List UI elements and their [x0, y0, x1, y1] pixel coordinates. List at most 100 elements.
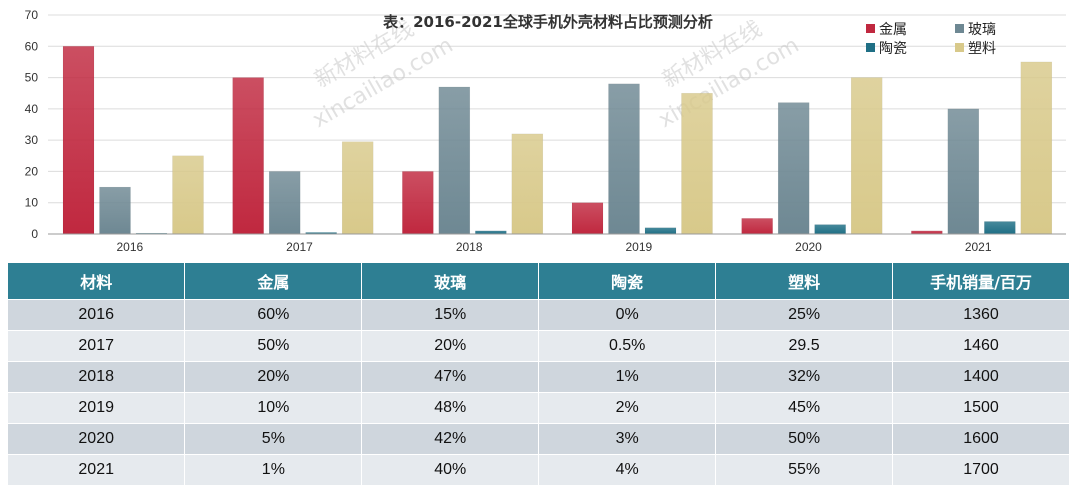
bar-2021-series-3 [1020, 61, 1053, 235]
cell-ceramic: 4% [538, 454, 717, 485]
cell-metal: 5% [184, 423, 363, 455]
cell-glass: 47% [361, 361, 540, 393]
y-tick-label: 50 [25, 71, 39, 85]
y-tick-label: 10 [25, 196, 39, 210]
bar-2019-series-3 [681, 92, 713, 235]
legend-swatch-ceramic [866, 43, 875, 52]
cell-ceramic: 1% [538, 361, 717, 393]
cell-sales: 1500 [892, 392, 1070, 424]
cell-plastic: 45% [715, 392, 894, 424]
cell-year: 2020 [8, 423, 186, 455]
legend-label-glass: 玻璃 [968, 21, 996, 38]
table-row: 2021 1% 40% 4% 55% 1700 [8, 454, 1070, 485]
cell-ceramic: 0% [538, 299, 717, 331]
legend-swatch-plastic [955, 43, 964, 52]
bars [62, 46, 1053, 235]
bar-2017-series-1 [268, 171, 301, 235]
bar-2019-series-1 [608, 83, 640, 235]
y-tick-label: 40 [25, 102, 39, 116]
header-plastic: 塑料 [715, 263, 894, 300]
y-tick-label: 70 [25, 8, 39, 22]
bar-2018-series-0 [402, 171, 434, 235]
y-tick-label: 60 [25, 39, 39, 53]
y-tick-label: 20 [25, 164, 39, 178]
legend-label-metal: 金属 [879, 22, 907, 38]
x-tick-label: 2017 [286, 240, 313, 254]
bar-2017-series-0 [232, 77, 264, 235]
y-tick-label: 30 [25, 133, 39, 147]
cell-metal: 20% [184, 361, 363, 393]
cell-metal: 60% [184, 299, 363, 331]
data-table: 材料 金属 玻璃 陶瓷 塑料 手机销量/百万 2016 60% 15% 0% 2… [8, 263, 1070, 485]
axes: 0 10 20 30 40 50 60 70 2016 2017 2018 2019 2020 2021 [25, 8, 1066, 254]
cell-ceramic: 2% [538, 392, 717, 424]
header-ceramic: 陶瓷 [538, 263, 717, 300]
table-row: 2016 60% 15% 0% 25% 1360 [8, 299, 1070, 331]
cell-glass: 40% [361, 454, 540, 485]
chart-title: 表：2016-2021全球手机外壳材料占比预测分析 [383, 13, 713, 31]
cell-metal: 1% [184, 454, 363, 485]
legend-label-plastic: 塑料 [968, 41, 996, 57]
cell-glass: 20% [361, 330, 540, 362]
legend: 金属 玻璃 陶瓷 塑料 [866, 21, 996, 57]
x-tick-label: 2020 [795, 240, 822, 254]
cell-sales: 1700 [892, 454, 1070, 485]
watermark: 新材料在线 xincailiao.com 新材料在线 xincailiao.co… [309, 17, 804, 134]
cell-year: 2016 [8, 299, 186, 331]
cell-year: 2021 [8, 454, 186, 485]
bar-chart: 新材料在线 xincailiao.com 新材料在线 xincailiao.co… [25, 8, 1066, 254]
header-glass: 玻璃 [361, 263, 540, 300]
bar-2016-series-3 [172, 155, 204, 235]
x-tick-label: 2019 [625, 240, 652, 254]
gridlines [48, 14, 1066, 235]
bar-2018-series-1 [438, 86, 471, 235]
bar-2016-series-0 [62, 46, 95, 235]
table-header-row: 材料 金属 玻璃 陶瓷 塑料 手机销量/百万 [8, 263, 1070, 300]
cell-year: 2017 [8, 330, 186, 362]
legend-label-ceramic: 陶瓷 [879, 41, 907, 57]
bar-2020-series-3 [850, 77, 883, 235]
cell-ceramic: 0.5% [538, 330, 717, 362]
table-row: 2017 50% 20% 0.5% 29.5 1460 [8, 330, 1070, 362]
table-row: 2020 5% 42% 3% 50% 1600 [8, 423, 1070, 455]
bar-2020-series-0 [741, 218, 773, 235]
cell-plastic: 55% [715, 454, 894, 485]
bar-2016-series-1 [99, 186, 131, 235]
bar-2021-series-1 [947, 108, 980, 235]
cell-plastic: 25% [715, 299, 894, 331]
table-row: 2019 10% 48% 2% 45% 1500 [8, 392, 1070, 424]
bar-2017-series-3 [341, 141, 374, 235]
cell-plastic: 32% [715, 361, 894, 393]
legend-item-ceramic: 陶瓷 [866, 41, 907, 57]
cell-year: 2019 [8, 392, 186, 424]
legend-item-glass: 玻璃 [955, 21, 996, 38]
bar-2021-series-2 [984, 221, 1016, 235]
cell-plastic: 50% [715, 423, 894, 455]
legend-item-plastic: 塑料 [955, 41, 996, 57]
cell-sales: 1360 [892, 299, 1070, 331]
y-tick-label: 0 [31, 227, 38, 241]
x-tick-label: 2016 [116, 240, 143, 254]
cell-sales: 1400 [892, 361, 1070, 393]
legend-swatch-metal [866, 24, 875, 33]
bar-2020-series-1 [777, 102, 810, 235]
x-tick-label: 2018 [456, 240, 483, 254]
cell-year: 2018 [8, 361, 186, 393]
cell-sales: 1460 [892, 330, 1070, 362]
bar-2020-series-2 [814, 224, 846, 235]
x-tick-label: 2021 [965, 240, 992, 254]
cell-glass: 15% [361, 299, 540, 331]
legend-swatch-glass [955, 24, 964, 33]
cell-sales: 1600 [892, 423, 1070, 455]
cell-glass: 48% [361, 392, 540, 424]
table-row: 2018 20% 47% 1% 32% 1400 [8, 361, 1070, 393]
cell-ceramic: 3% [538, 423, 717, 455]
cell-glass: 42% [361, 423, 540, 455]
bar-2018-series-3 [511, 133, 544, 235]
header-metal: 金属 [184, 263, 363, 300]
bar-2019-series-2 [644, 227, 677, 235]
header-material: 材料 [8, 263, 186, 300]
cell-metal: 50% [184, 330, 363, 362]
bar-2019-series-0 [571, 202, 604, 235]
legend-item-metal: 金属 [866, 22, 907, 38]
